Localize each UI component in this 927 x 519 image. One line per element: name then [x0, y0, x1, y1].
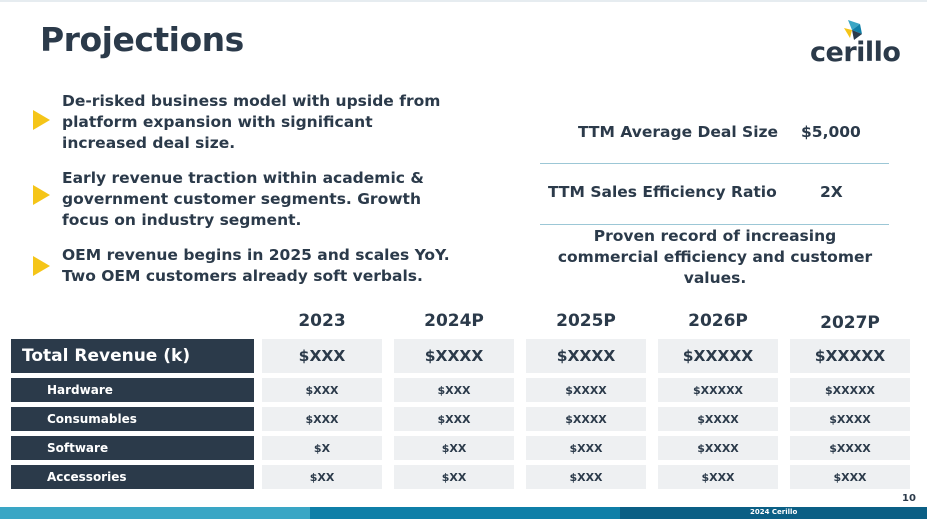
- arrow-bullet-icon: [33, 185, 50, 205]
- bullet-line: platform expansion with significant: [62, 113, 373, 131]
- table-cell: $XXXX: [526, 407, 646, 431]
- proven-line: commercial efficiency and customer: [557, 248, 873, 266]
- table-cell: $XXXXX: [658, 378, 778, 402]
- bullet-line: increased deal size.: [62, 134, 236, 152]
- table-cell: $XXX: [658, 465, 778, 489]
- bullet-line: government customer segments. Growth: [62, 190, 421, 208]
- metric-label-sales-efficiency: TTM Sales Efficiency Ratio: [548, 183, 777, 201]
- proven-record-text: Proven record of increasing commercial e…: [540, 226, 890, 289]
- page-title: Projections: [40, 20, 244, 59]
- footer-text: 2024 Cerillo: [750, 508, 798, 516]
- table-cell: $XXX: [526, 465, 646, 489]
- bullet-line: focus on industry segment.: [62, 211, 302, 229]
- table-cell: $XXX: [394, 407, 514, 431]
- table-cell: $XXXX: [394, 339, 514, 373]
- table-cell: $XXXX: [526, 378, 646, 402]
- footer-bar: 2024 Cerillo: [0, 507, 927, 519]
- bullet-line: OEM revenue begins in 2025 and scales Yo…: [62, 246, 450, 264]
- proven-line: values.: [683, 269, 747, 287]
- year-header: 2026P: [688, 311, 748, 331]
- table-cell: $XXXX: [658, 407, 778, 431]
- table-cell: $XXXX: [790, 407, 910, 431]
- table-cell: $XXXXX: [658, 339, 778, 373]
- row-label-software: Software: [11, 436, 254, 460]
- table-cell: $XX: [394, 436, 514, 460]
- footer-segment: [0, 507, 310, 519]
- table-cell: $XXXX: [790, 436, 910, 460]
- table-cell: $XXX: [790, 465, 910, 489]
- proven-line: Proven record of increasing: [593, 227, 837, 245]
- table-cell: $XXXX: [658, 436, 778, 460]
- year-header: 2023: [298, 311, 346, 331]
- table-cell: $XXX: [262, 407, 382, 431]
- table-cell: $XXXXX: [790, 378, 910, 402]
- arrow-bullet-icon: [33, 256, 50, 276]
- logo: cerillo: [810, 20, 901, 68]
- table-cell: $X: [262, 436, 382, 460]
- table-cell: $XXX: [262, 339, 382, 373]
- bullet-line: Early revenue traction within academic &: [62, 169, 424, 187]
- divider: [540, 224, 889, 225]
- footer-segment: 2024 Cerillo: [620, 507, 927, 519]
- table-cell: $XXX: [262, 378, 382, 402]
- bullet-line: De-risked business model with upside fro…: [62, 92, 441, 110]
- table-cell: $XX: [262, 465, 382, 489]
- table-cell: $XX: [394, 465, 514, 489]
- row-label-consumables: Consumables: [11, 407, 254, 431]
- bullet-text: De-risked business model with upside fro…: [62, 91, 472, 154]
- year-header: 2024P: [424, 311, 484, 331]
- year-header: 2025P: [556, 311, 616, 331]
- bullet-line: Two OEM customers already soft verbals.: [62, 267, 423, 285]
- logo-text: cerillo: [810, 37, 901, 68]
- metric-value-deal-size: $5,000: [801, 123, 861, 141]
- table-cell: $XXX: [394, 378, 514, 402]
- table-cell: $XXXX: [526, 339, 646, 373]
- table-cell: $XXXXX: [790, 339, 910, 373]
- row-label-hardware: Hardware: [11, 378, 254, 402]
- cerillo-logo-icon: [844, 20, 862, 40]
- bullet-text: Early revenue traction within academic &…: [62, 168, 472, 231]
- metric-label-deal-size: TTM Average Deal Size: [578, 123, 779, 141]
- table-cell: $XXX: [526, 436, 646, 460]
- row-label-accessories: Accessories: [11, 465, 254, 489]
- bullet-text: OEM revenue begins in 2025 and scales Yo…: [62, 245, 472, 287]
- arrow-bullet-icon: [33, 110, 50, 130]
- footer-segment: [310, 507, 620, 519]
- metric-value-sales-efficiency: 2X: [820, 183, 843, 201]
- year-header: 2027P: [820, 313, 880, 333]
- row-label-total-revenue: Total Revenue (k): [11, 339, 254, 373]
- top-rule: [0, 0, 927, 2]
- divider: [540, 163, 889, 164]
- page-number: 10: [902, 493, 916, 504]
